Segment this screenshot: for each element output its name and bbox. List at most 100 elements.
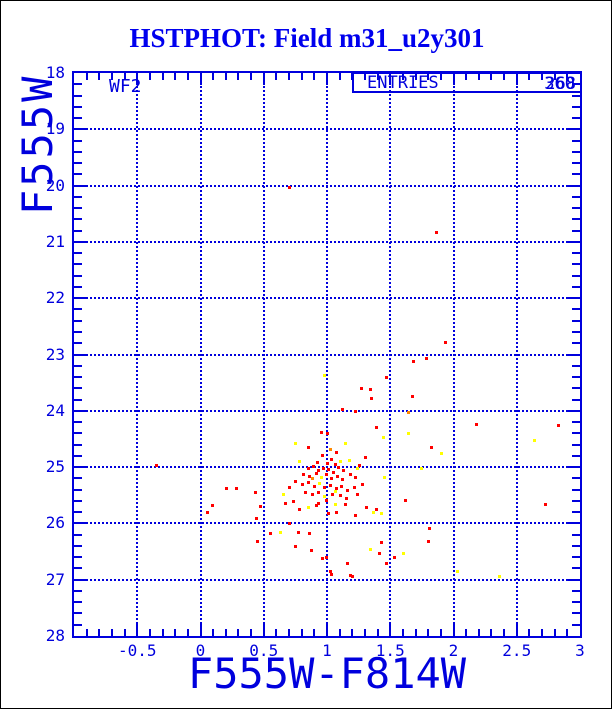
data-point [369, 387, 372, 391]
axis-tick [572, 229, 580, 232]
axis-tick [452, 73, 455, 85]
data-point [380, 511, 384, 515]
data-point [319, 476, 323, 480]
axis-tick [572, 207, 580, 210]
data-point [360, 386, 364, 390]
axis-tick [74, 162, 82, 165]
data-point [323, 486, 327, 490]
axis-tick [212, 629, 215, 636]
data-point [326, 462, 329, 466]
axis-tick [326, 624, 328, 636]
axis-tick [452, 624, 455, 636]
data-point [352, 486, 356, 490]
axis-tick [161, 73, 164, 80]
data-point [155, 464, 159, 468]
axis-tick [237, 629, 240, 636]
data-point [412, 360, 416, 364]
axis-tick [74, 297, 88, 300]
data-point [342, 469, 346, 473]
entries-label: ENTRIES [367, 72, 439, 93]
y-tick-label: 28 [45, 626, 65, 645]
data-point [317, 468, 321, 472]
data-point [434, 230, 438, 234]
axis-tick [74, 207, 82, 210]
entries-value: 268 360 [532, 74, 576, 94]
data-point [318, 482, 322, 486]
data-point [255, 516, 259, 520]
axis-tick [74, 398, 82, 401]
axis-tick [572, 544, 580, 547]
data-point [404, 498, 408, 502]
axis-tick [572, 274, 580, 277]
axis-tick [74, 285, 82, 288]
data-point [307, 446, 311, 450]
axis-tick [439, 629, 442, 636]
axis-tick [74, 601, 82, 604]
axis-tick [566, 466, 580, 469]
gridline-horizontal [74, 522, 580, 525]
gridline-horizontal [74, 466, 580, 469]
data-point [327, 511, 331, 515]
axis-tick [74, 94, 82, 97]
gridline-horizontal [74, 297, 580, 300]
axis-tick [74, 387, 82, 390]
data-point [224, 486, 228, 490]
data-point [353, 476, 357, 480]
axis-tick [338, 73, 341, 80]
axis-tick [572, 421, 580, 424]
y-tick-label: 21 [45, 231, 65, 251]
gridline-horizontal [74, 409, 580, 412]
axis-tick [363, 73, 366, 80]
x-axis-title: F555W-F814W [187, 649, 467, 698]
axis-tick [490, 629, 493, 636]
data-point [333, 503, 337, 507]
y-tick-label: 19 [45, 119, 65, 139]
data-point [234, 486, 238, 490]
detector-label: WF2 [109, 76, 142, 97]
data-point [298, 507, 302, 511]
axis-tick [572, 477, 580, 480]
data-point [353, 410, 357, 414]
axis-tick [465, 73, 468, 80]
data-point [334, 450, 338, 454]
axis-tick [186, 629, 189, 636]
axis-tick [262, 73, 265, 85]
axis-tick [136, 73, 139, 85]
axis-tick [566, 409, 580, 412]
axis-tick [74, 556, 82, 559]
data-point [351, 575, 355, 579]
y-tick-label: 24 [45, 400, 65, 420]
axis-tick [224, 629, 227, 636]
axis-tick [250, 629, 253, 636]
axis-tick [566, 297, 580, 300]
axis-tick [503, 629, 506, 636]
x-tick-label: 2.5 [502, 641, 532, 660]
data-point [456, 569, 460, 573]
axis-tick [572, 252, 580, 255]
axis-tick [515, 73, 518, 85]
axis-tick [572, 139, 580, 142]
y-tick-label: 23 [45, 344, 65, 364]
axis-tick [74, 488, 82, 491]
axis-tick [465, 629, 468, 636]
data-point [498, 574, 502, 578]
axis-tick [326, 73, 328, 85]
axis-tick [123, 73, 126, 80]
axis-tick [477, 73, 480, 80]
data-point [298, 460, 302, 464]
data-point [346, 488, 350, 492]
axis-tick [74, 252, 82, 255]
axis-tick [566, 629, 569, 636]
axis-tick [572, 308, 580, 311]
data-point [429, 446, 433, 450]
data-point [336, 475, 340, 479]
axis-tick [572, 432, 580, 435]
axis-tick [74, 567, 82, 570]
axis-tick [401, 629, 404, 636]
axis-tick [427, 73, 430, 80]
axis-tick [572, 263, 580, 266]
data-point [328, 448, 332, 452]
axis-tick [74, 150, 82, 153]
data-point [375, 507, 379, 511]
plot-frame [72, 71, 582, 638]
